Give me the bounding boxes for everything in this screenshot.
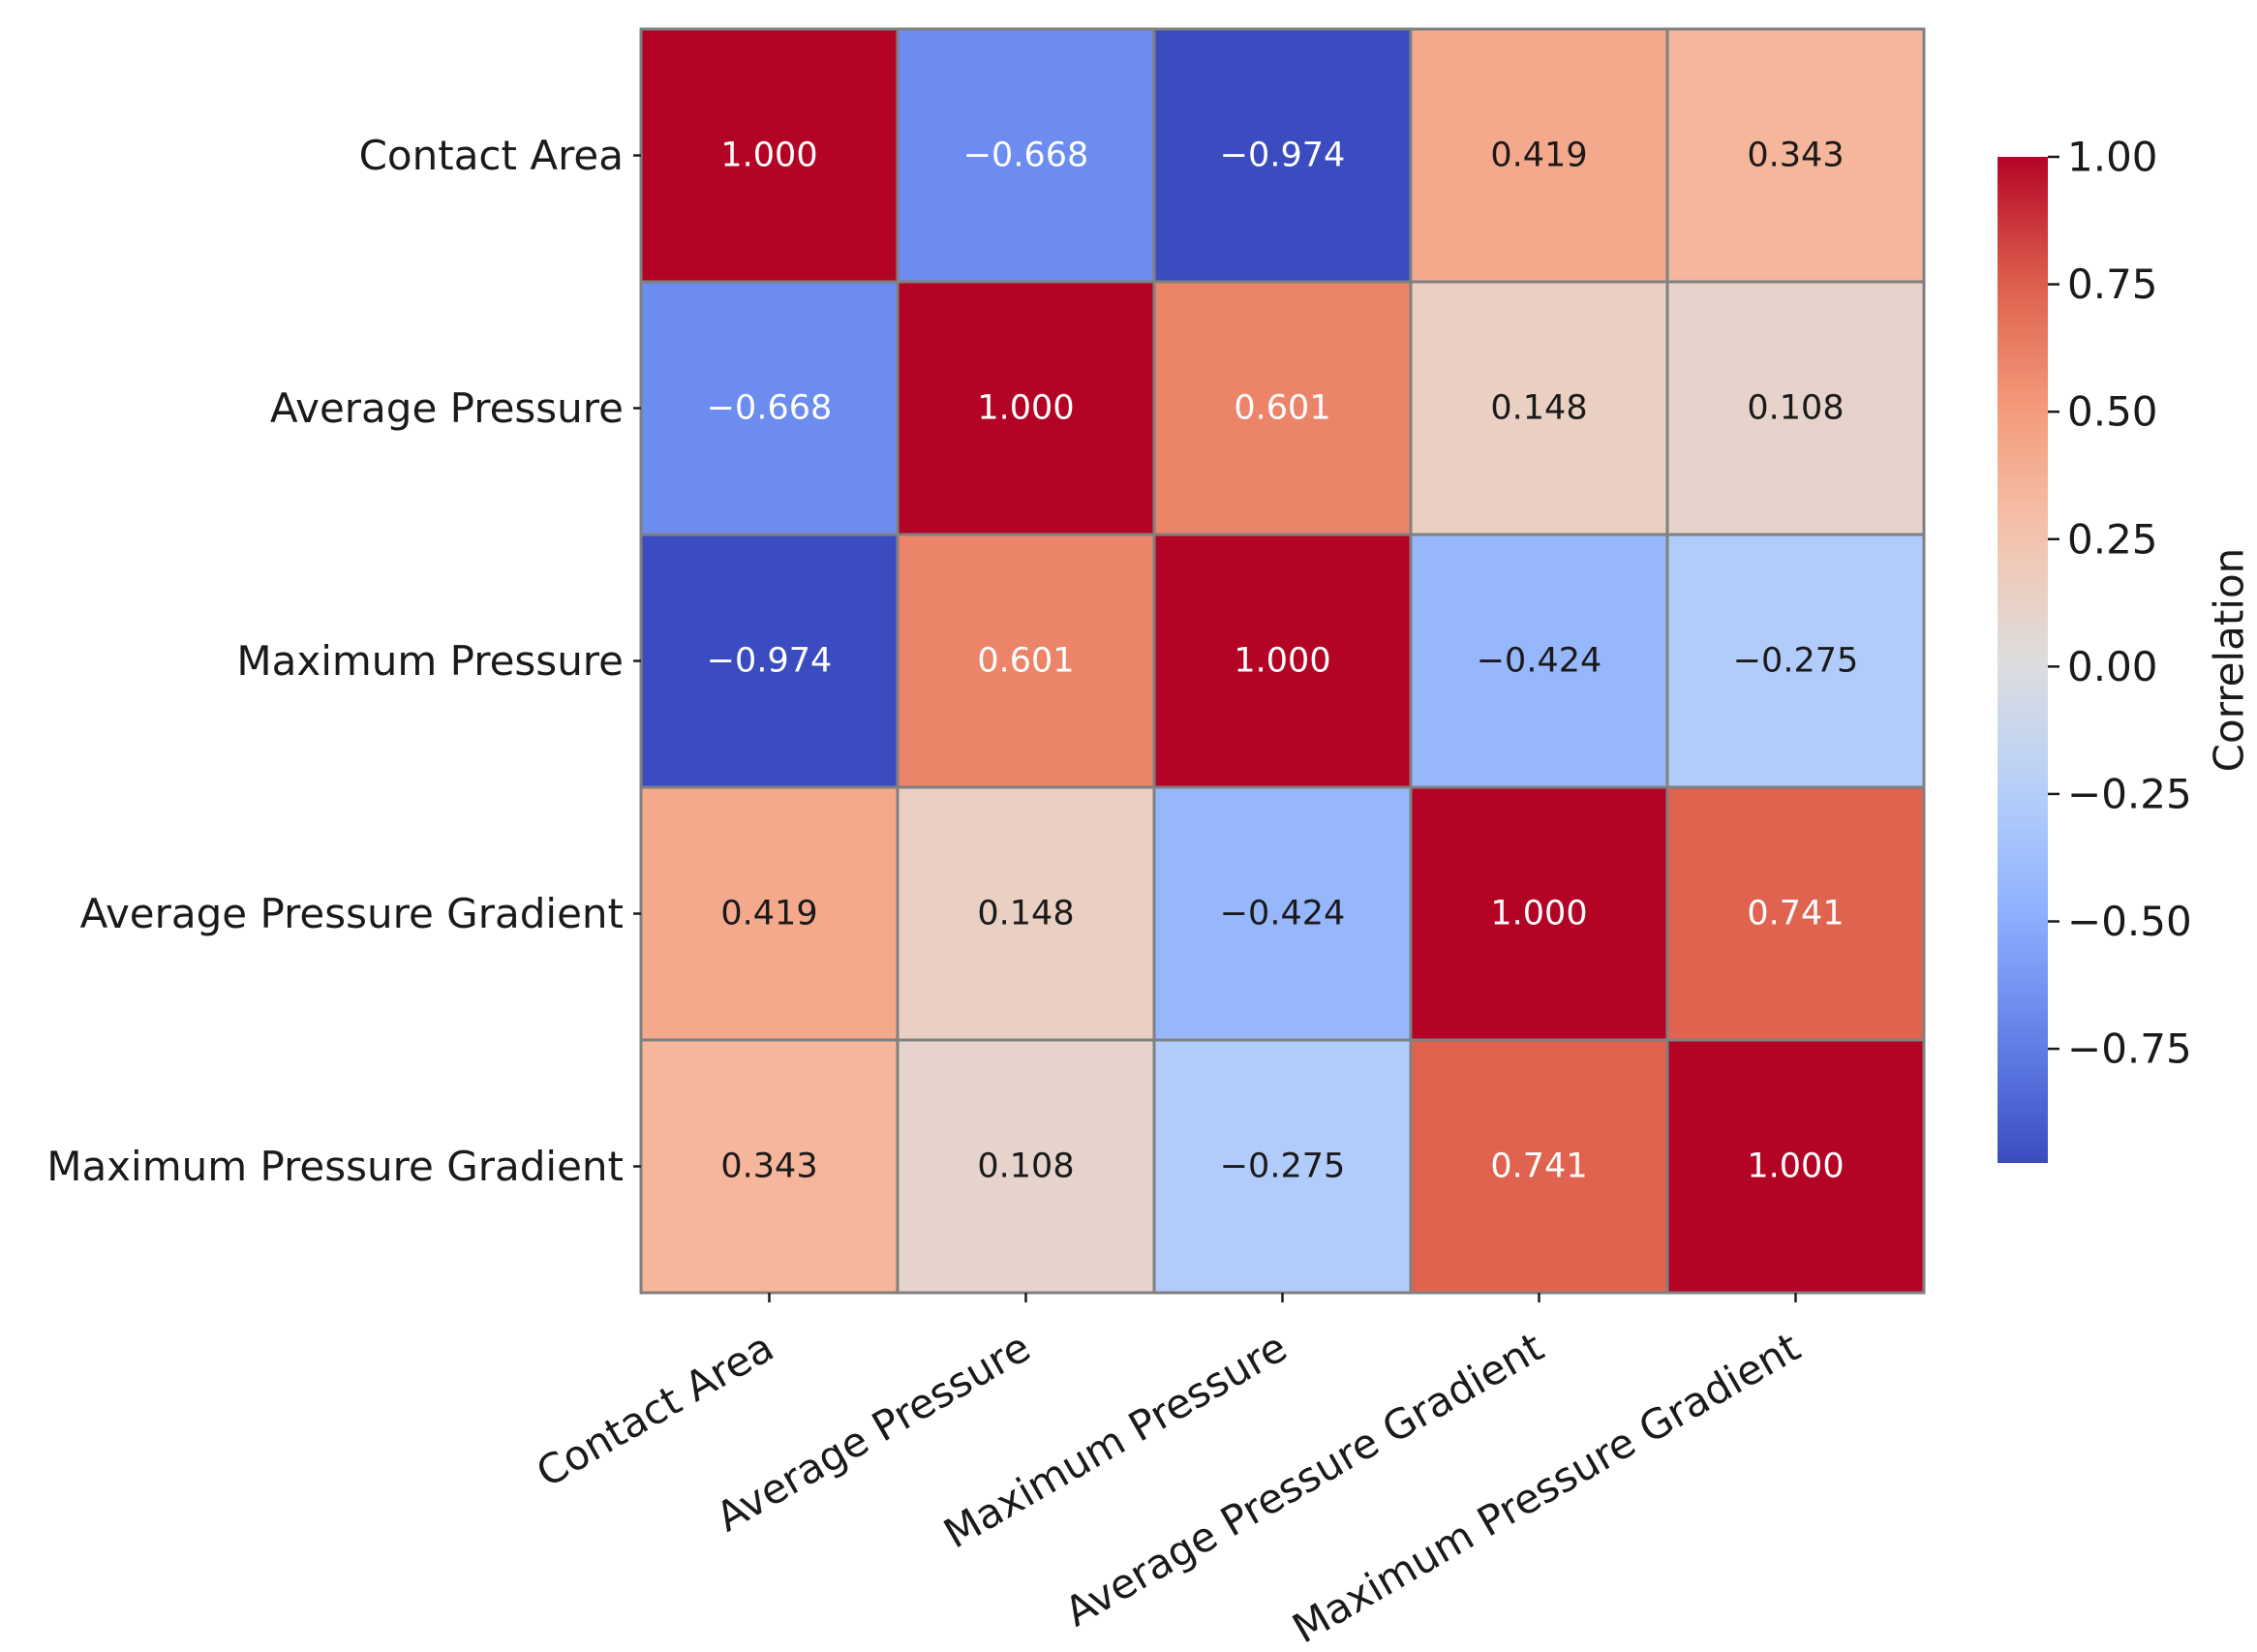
heatmap-cell	[639, 27, 900, 284]
heatmap-cell	[1665, 280, 1926, 536]
heatmap-cell	[1665, 27, 1926, 284]
heatmap-cell	[1665, 785, 1926, 1042]
heatmap-cells	[639, 27, 1926, 1295]
heatmap-cell	[896, 533, 1156, 789]
colorbar-tick-label: 0.00	[2067, 643, 2158, 690]
cell-value-label: 0.741	[1747, 895, 1844, 933]
heatmap-cell	[1665, 1038, 1926, 1295]
y-tick-label: Maximum Pressure	[236, 637, 624, 685]
cell-value-label: 0.148	[977, 895, 1074, 933]
cell-value-label: −0.275	[1733, 642, 1859, 681]
cell-value-label: −0.668	[963, 137, 1089, 175]
cell-value-label: 1.000	[1747, 1147, 1844, 1186]
cell-value-label: 0.343	[720, 1147, 817, 1186]
cell-value-label: 1.000	[720, 137, 817, 175]
heatmap-cell	[1152, 1038, 1413, 1295]
colorbar-tick-label: −0.75	[2067, 1025, 2192, 1073]
cell-value-label: 0.419	[1490, 137, 1587, 175]
colorbar-gradient	[1998, 157, 2048, 1163]
y-tick-label: Maximum Pressure Gradient	[46, 1143, 624, 1190]
cell-value-label: −0.974	[1220, 137, 1346, 175]
colorbar-title: Correlation	[2206, 548, 2253, 773]
cell-value-label: −0.668	[707, 389, 833, 428]
cell-value-label: −0.424	[1477, 642, 1602, 681]
heatmap-cell-labels: 1.000 −0.668 −0.974 0.419 0.343 −0.668 1.000 0.…	[707, 137, 1859, 1186]
heatmap-cell	[1152, 785, 1413, 1042]
cell-value-label: 1.000	[1234, 642, 1330, 681]
heatmap-cell	[1665, 533, 1926, 789]
colorbar-tick-label: 0.75	[2067, 260, 2158, 308]
cell-value-label: 0.419	[720, 895, 817, 933]
heatmap-cell	[639, 1038, 900, 1295]
y-tick-label: Average Pressure Gradient	[80, 890, 624, 937]
colorbar-tick-label: 0.50	[2067, 388, 2158, 436]
colorbar-tick-label: −0.25	[2067, 770, 2192, 817]
cell-value-label: 0.343	[1747, 137, 1844, 175]
cell-value-label: 0.108	[1747, 389, 1844, 428]
colorbar-tick-label: 0.25	[2067, 515, 2158, 563]
heatmap-cell	[1152, 27, 1413, 284]
cell-value-label: 0.108	[977, 1147, 1074, 1186]
cell-value-label: −0.275	[1220, 1147, 1346, 1186]
heatmap-cell	[1409, 533, 1669, 789]
heatmap-cell	[1409, 785, 1669, 1042]
cell-value-label: 0.148	[1490, 389, 1587, 428]
y-tick-label: Average Pressure	[270, 384, 624, 432]
cell-value-label: −0.424	[1220, 895, 1346, 933]
colorbar-tick-label: −0.50	[2067, 898, 2192, 945]
heatmap-cell	[1152, 533, 1413, 789]
heatmap-cell	[896, 1038, 1156, 1295]
x-tick-label: Average Pressure Gradient	[1056, 1323, 1551, 1636]
y-axis: Contact Area Average Pressure Maximum Pres…	[46, 132, 641, 1190]
cell-value-label: −0.974	[707, 642, 833, 681]
heatmap-cell	[1409, 27, 1669, 284]
cell-value-label: 1.000	[977, 389, 1074, 428]
cell-value-label: 0.601	[1234, 389, 1330, 428]
colorbar-tick-label: 1.00	[2067, 134, 2158, 181]
cell-value-label: 0.741	[1490, 1147, 1587, 1186]
y-tick-label: Contact Area	[359, 132, 624, 179]
x-tick-label: Contact Area	[529, 1323, 781, 1496]
cell-value-label: 0.601	[977, 642, 1074, 681]
heatmap-cell	[896, 785, 1156, 1042]
heatmap-cell	[639, 280, 900, 536]
heatmap-cell	[1152, 280, 1413, 536]
colorbar: 1.00 0.75 0.50 0.25 0.00 −0.25 −0.50 −0.75 Corre…	[1998, 134, 2253, 1163]
heatmap-cell	[896, 27, 1156, 284]
cell-value-label: 1.000	[1490, 895, 1587, 933]
x-tick-label: Maximum Pressure Gradient	[1285, 1323, 1808, 1652]
